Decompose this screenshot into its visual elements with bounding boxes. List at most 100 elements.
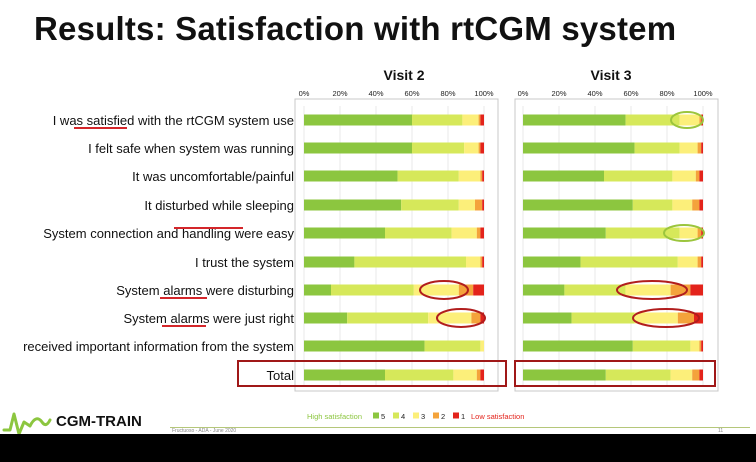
bar-segment-3: [677, 256, 698, 268]
bar-segment-1: [701, 256, 703, 268]
bar-segment-3: [625, 284, 671, 296]
footer-divider: [170, 427, 750, 428]
footer-note: Fructuoso - ADA - June 2020: [172, 428, 237, 434]
bar-segment-2: [697, 227, 702, 239]
bar-segment-5: [304, 199, 402, 211]
bar-segment-2: [699, 114, 702, 126]
bar-segment-5: [304, 170, 398, 182]
bar-segment-3: [672, 170, 696, 182]
bar-segment-3: [679, 227, 698, 239]
bar-segment-5: [304, 340, 425, 352]
bar-segment-4: [412, 142, 465, 154]
annotation-ellipse: [419, 280, 469, 300]
footer-bar: [0, 434, 756, 462]
bar-segment-3: [480, 340, 484, 352]
bar-segment-5: [523, 142, 635, 154]
bar-segment-3: [679, 142, 698, 154]
bar-segment-5: [523, 340, 633, 352]
bar-segment-4: [632, 340, 691, 352]
bar-segment-3: [464, 142, 479, 154]
bar-segment-3: [462, 114, 479, 126]
bar-segment-2: [692, 369, 700, 381]
row-label: System alarms were just right: [124, 311, 295, 326]
bar-segment-3: [679, 114, 700, 126]
chart-title: Visit 3: [591, 67, 632, 83]
bar-segment-2: [695, 170, 700, 182]
bar-segment-2: [670, 284, 691, 296]
bar-segment-5: [523, 284, 565, 296]
legend-swatch-1: [453, 412, 459, 419]
legend-item-label: 5: [381, 412, 385, 421]
bar-segment-5: [523, 256, 581, 268]
bar-segment-3: [458, 170, 481, 182]
bar-segment-4: [564, 284, 626, 296]
row-label: received important information from the …: [23, 339, 294, 354]
bar-segment-1: [699, 199, 703, 211]
bar-segment-3: [428, 312, 472, 324]
x-tick-label: 40%: [587, 89, 602, 98]
legend-swatch-4: [393, 412, 399, 419]
x-tick-label: 60%: [404, 89, 419, 98]
bar-segment-2: [692, 199, 700, 211]
x-tick-label: 100%: [693, 89, 713, 98]
bar-segment-2: [471, 312, 481, 324]
bar-segment-1: [699, 369, 703, 381]
bar-segment-4: [625, 114, 680, 126]
bar-segment-4: [354, 256, 466, 268]
bar-segment-3: [672, 199, 693, 211]
bar-segment-1: [480, 227, 484, 239]
legend-swatch-3: [413, 412, 419, 419]
bar-segment-1: [473, 284, 484, 296]
annotation-ellipse: [436, 308, 486, 328]
annotation-ellipse: [663, 224, 705, 242]
bar-segment-3: [453, 369, 477, 381]
bar-segment-3: [451, 227, 477, 239]
annotation-ellipse: [670, 111, 704, 129]
bar-segment-5: [304, 114, 412, 126]
bar-segment-1: [480, 142, 484, 154]
bar-segment-1: [701, 340, 703, 352]
bar-segment-3: [458, 199, 475, 211]
bar-segment-4: [632, 199, 673, 211]
row-label: I was satisfied with the rtCGM system us…: [53, 113, 294, 128]
bar-segment-4: [605, 227, 680, 239]
bar-segment-2: [476, 227, 481, 239]
bar-segment-4: [331, 284, 414, 296]
bar-segment-4: [571, 312, 635, 324]
x-tick-label: 80%: [659, 89, 674, 98]
bar-segment-1: [701, 227, 703, 239]
bar-segment-2: [697, 142, 702, 154]
bar-segment-5: [523, 312, 572, 324]
bar-segment-1: [482, 170, 484, 182]
legend-swatch-5: [373, 412, 379, 419]
legend-swatch-2: [433, 412, 439, 419]
chart-title: Visit 2: [384, 67, 425, 83]
total-highlight-box: [514, 360, 716, 387]
x-tick-label: 40%: [368, 89, 383, 98]
bar-segment-2: [475, 199, 483, 211]
bar-segment-4: [401, 199, 459, 211]
bar-segment-5: [304, 312, 348, 324]
x-tick-label: 0%: [518, 89, 529, 98]
bar-segment-5: [523, 369, 606, 381]
bar-segment-1: [480, 369, 484, 381]
legend-item-label: 1: [461, 412, 465, 421]
x-tick-label: 20%: [551, 89, 566, 98]
row-label: I trust the system: [195, 255, 294, 270]
bar-segment-5: [304, 142, 412, 154]
bar-segment-5: [523, 199, 633, 211]
bar-segment-5: [523, 114, 626, 126]
row-label: System alarms were disturbing: [116, 283, 294, 298]
row-label: It was uncomfortable/painful: [132, 169, 294, 184]
legend-item-label: 3: [421, 412, 425, 421]
bar-segment-4: [385, 227, 452, 239]
row-label: Total: [267, 368, 295, 383]
bar-segment-1: [482, 199, 484, 211]
bar-segment-2: [476, 369, 481, 381]
legend-high-label: High satisfaction: [307, 412, 362, 421]
x-tick-label: 60%: [623, 89, 638, 98]
bar-segment-1: [482, 256, 484, 268]
bar-segment-5: [523, 170, 604, 182]
bar-segment-4: [347, 312, 429, 324]
x-tick-label: 100%: [474, 89, 494, 98]
